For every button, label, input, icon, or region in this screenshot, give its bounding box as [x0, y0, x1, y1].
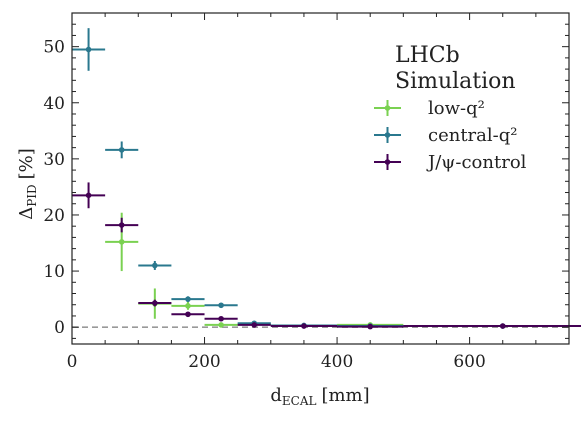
plot-frame [71, 12, 570, 345]
legend-marker [384, 159, 391, 165]
y-tick-label: 0 [54, 318, 65, 338]
legend-marker [384, 132, 391, 138]
data-point [118, 147, 125, 153]
y-tick-label: 50 [43, 38, 65, 58]
lhcb-stamp-line1: LHCb [395, 43, 460, 68]
data-point [499, 323, 506, 329]
y-tick-label: 30 [43, 150, 65, 170]
data-point [367, 323, 374, 330]
data-point [85, 46, 92, 53]
data-point [185, 303, 191, 309]
series-2 [72, 182, 581, 330]
legend-entry-1: central-q² [374, 125, 517, 146]
data-point [218, 315, 224, 322]
data-point [185, 311, 191, 318]
data-point [218, 302, 224, 309]
data-point [185, 296, 191, 302]
data-point [218, 322, 224, 328]
data-point [152, 262, 158, 269]
x-axis-label: dECAL [mm] [270, 385, 369, 408]
legend-label: central-q² [428, 125, 517, 146]
series-0 [105, 212, 404, 328]
x-tick-label: 600 [453, 352, 485, 372]
legend-entry-0: low-q² [374, 98, 485, 119]
y-tick-label: 40 [43, 94, 65, 114]
legend-label: low-q² [428, 98, 485, 119]
x-tick-label: 0 [67, 352, 78, 372]
legend-marker [384, 105, 391, 111]
data-point [118, 222, 125, 228]
data-point [152, 300, 158, 306]
data-point [301, 323, 307, 329]
x-tick-label: 200 [188, 352, 220, 372]
legend-label: J/ψ-control [426, 152, 527, 173]
data-point [85, 192, 92, 199]
legend: low-q² central-q² J/ψ-control [374, 98, 527, 173]
data-point [251, 322, 258, 328]
y-tick-label: 20 [43, 206, 65, 226]
x-tick-label: 400 [321, 352, 353, 372]
data-point [118, 239, 125, 245]
legend-entry-2: J/ψ-control [374, 152, 527, 173]
y-axis-label: ΔPID[%] [16, 148, 39, 220]
lhcb-stamp-line2: Simulation [395, 69, 516, 94]
y-tick-label: 10 [43, 262, 65, 282]
